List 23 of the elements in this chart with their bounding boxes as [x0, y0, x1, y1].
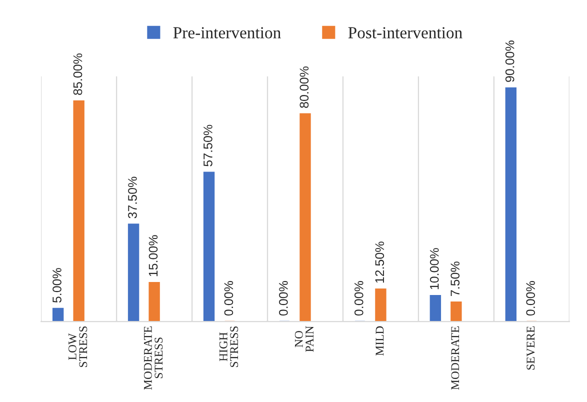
- data-label: 7.50%: [450, 262, 460, 296]
- x-tick-label: LOW STRESS: [68, 326, 88, 367]
- x-tick-label: NO PAIN: [294, 326, 314, 352]
- data-label: 57.50%: [204, 124, 212, 166]
- data-label: 0.00%: [224, 281, 234, 316]
- data-label: 10.00%: [430, 248, 439, 290]
- data-label: 90.00%: [505, 40, 514, 82]
- data-label: 37.50%: [128, 176, 137, 218]
- x-tick-label: MILD: [376, 326, 384, 356]
- data-label: 80.00%: [300, 66, 309, 108]
- data-label: 0.00%: [526, 281, 536, 316]
- data-label: 0.00%: [354, 281, 364, 316]
- data-label: 15.00%: [148, 235, 158, 276]
- data-label: 12.50%: [375, 242, 384, 283]
- data-label: 0.00%: [278, 281, 288, 316]
- data-label: 5.00%: [52, 268, 62, 303]
- x-tick-label: HIGH STRESS: [219, 326, 238, 367]
- x-tick-label: MODERATE STRESS: [144, 326, 163, 390]
- data-label: 85.00%: [73, 54, 82, 95]
- legend-label: Post-intervention: [348, 27, 462, 38]
- x-tick-label: SEVERE: [526, 326, 535, 370]
- legend-label: Pre-intervention: [173, 27, 281, 38]
- x-tick-label: MODERATE: [451, 326, 460, 390]
